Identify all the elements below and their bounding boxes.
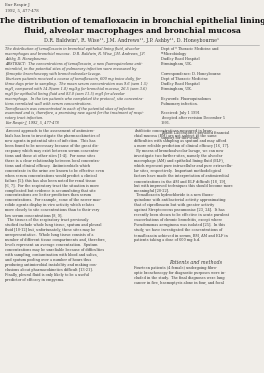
- Text: The distribution of temafloxacin in bronchial epithelial lining
fluid, alveolar : The distribution of temafloxacin in bron…: [0, 17, 264, 35]
- Text: Dept of * Thoracic Medicine and
**Microbiology
Dudley Road Hospital
Birmingham, : Dept of * Thoracic Medicine and **Microb…: [161, 47, 229, 140]
- Text: A recent approach to the assessment of antimicro-
bials has been to investigate : A recent approach to the assessment of a…: [5, 129, 106, 282]
- Text: Eur Respir J
1992, 5, 477-478: Eur Respir J 1992, 5, 477-478: [5, 3, 39, 12]
- Text: The distribution of temafloxacin in bronchial epithelial lining fluid, alveolar
: The distribution of temafloxacin in bron…: [5, 47, 148, 125]
- Text: Fourteen patients (4 female) undergoing fibro-
optic bronchoscopy for diagnostic: Fourteen patients (4 female) undergoing …: [134, 266, 225, 285]
- Text: Patients and methods: Patients and methods: [169, 260, 223, 265]
- Text: Antibiotic concentrations measured in bron-
chial mucosa (BM) are not subject to: Antibiotic concentrations measured in br…: [134, 129, 233, 242]
- Text: D.R. Baldwin¹, R. Wise¹¹, J.M. Andrews¹¹, J.P. Ashby¹¹, D. Honeybourne¹: D.R. Baldwin¹, R. Wise¹¹, J.M. Andrews¹¹…: [45, 38, 219, 43]
